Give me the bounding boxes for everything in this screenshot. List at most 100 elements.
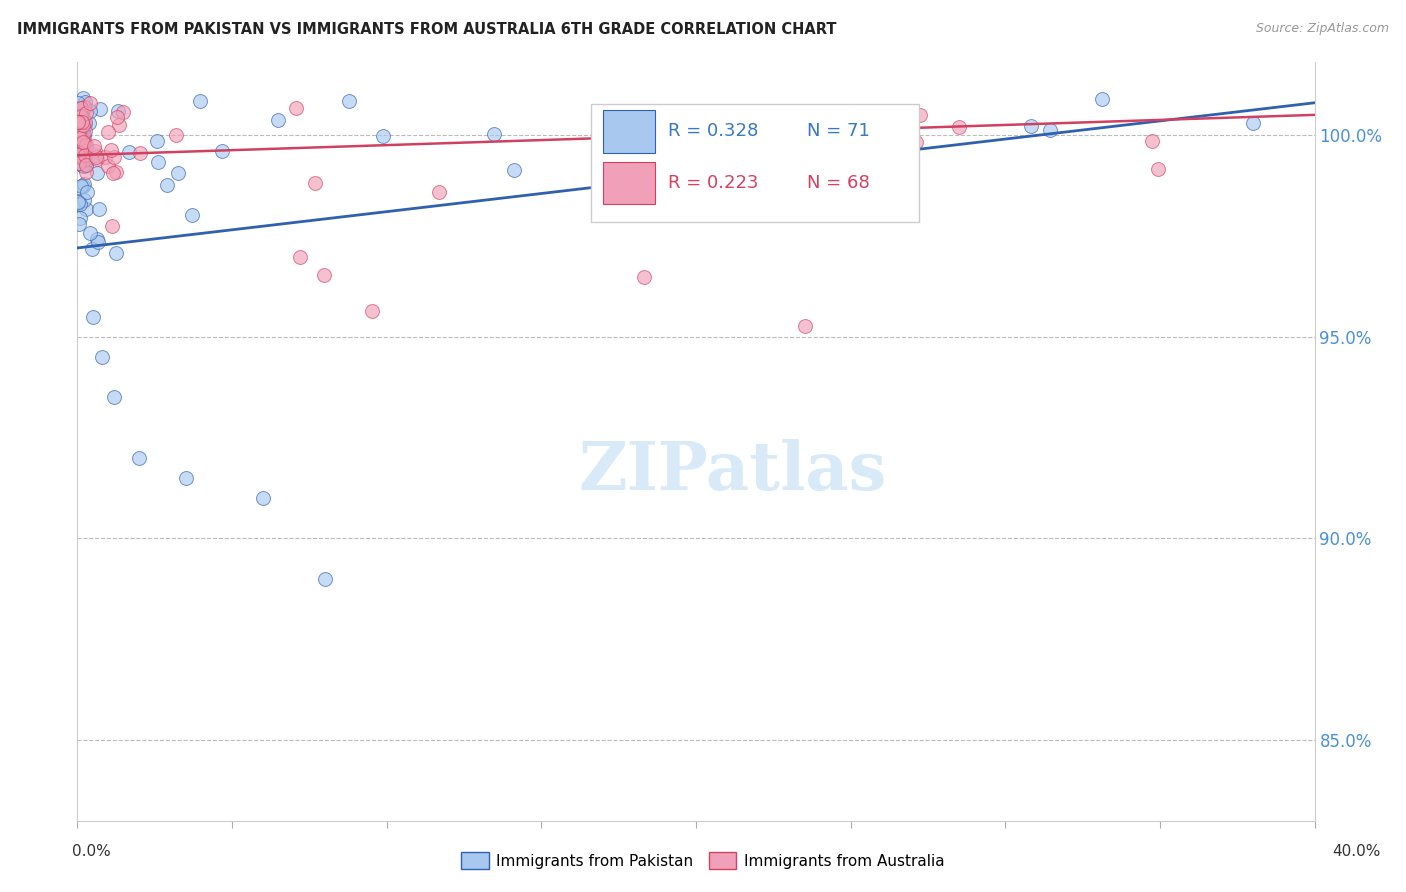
- Point: [165, 128, 187, 142]
- Point: [267, 113, 290, 128]
- Point: [94, 151, 117, 165]
- Text: Source: ZipAtlas.com: Source: ZipAtlas.com: [1256, 22, 1389, 36]
- Point: [83, 144, 105, 158]
- Point: [75, 137, 97, 152]
- Point: [67, 147, 90, 161]
- Point: [156, 178, 179, 192]
- Point: [66, 114, 89, 128]
- Point: [86, 232, 108, 246]
- Point: [80, 242, 103, 256]
- Point: [72, 120, 94, 135]
- Point: [69, 146, 91, 161]
- Point: [73, 193, 96, 207]
- Point: [69, 150, 91, 164]
- Point: [67, 115, 90, 129]
- Point: [69, 137, 91, 152]
- Point: [75, 148, 97, 162]
- Point: [82, 310, 104, 324]
- Text: N = 68: N = 68: [807, 174, 870, 192]
- Point: [70, 151, 93, 165]
- Point: [1241, 116, 1264, 130]
- Point: [67, 132, 90, 146]
- Text: ZIPatlas: ZIPatlas: [579, 440, 887, 504]
- Point: [97, 159, 120, 173]
- Point: [103, 166, 125, 180]
- Text: R = 0.223: R = 0.223: [668, 174, 758, 192]
- Point: [72, 118, 94, 132]
- Point: [73, 100, 96, 114]
- Point: [129, 145, 152, 160]
- Point: [73, 133, 96, 147]
- FancyBboxPatch shape: [603, 161, 655, 204]
- Point: [73, 137, 96, 152]
- Point: [73, 123, 96, 137]
- Point: [1140, 134, 1163, 148]
- Point: [107, 118, 129, 132]
- Point: [633, 270, 655, 285]
- Point: [103, 150, 125, 164]
- Point: [427, 185, 450, 199]
- Point: [103, 390, 125, 404]
- Point: [76, 185, 98, 199]
- Point: [337, 94, 360, 108]
- Point: [73, 119, 96, 133]
- Point: [75, 158, 97, 172]
- Point: [100, 144, 122, 158]
- Point: [361, 304, 384, 318]
- Point: [69, 117, 91, 131]
- Text: 40.0%: 40.0%: [1333, 845, 1381, 859]
- Point: [314, 572, 336, 586]
- Point: [1147, 162, 1170, 177]
- Point: [84, 148, 107, 162]
- Point: [75, 202, 97, 217]
- Point: [70, 178, 93, 193]
- Point: [69, 197, 91, 211]
- Point: [66, 122, 89, 136]
- Point: [211, 144, 233, 158]
- Point: [304, 176, 326, 190]
- Point: [75, 158, 97, 172]
- Point: [69, 131, 91, 145]
- Point: [70, 109, 93, 123]
- Point: [484, 127, 506, 141]
- Point: [67, 218, 90, 232]
- Point: [72, 137, 94, 152]
- Point: [793, 318, 815, 333]
- Point: [1091, 92, 1114, 106]
- Point: [66, 148, 89, 162]
- Point: [1019, 119, 1042, 133]
- Point: [69, 211, 91, 226]
- Point: [908, 108, 931, 122]
- Point: [67, 116, 90, 130]
- Point: [830, 208, 852, 222]
- Point: [146, 155, 169, 169]
- Point: [75, 153, 97, 168]
- Point: [373, 128, 395, 143]
- Point: [73, 177, 96, 191]
- Point: [288, 250, 311, 264]
- Point: [75, 106, 97, 120]
- FancyBboxPatch shape: [603, 111, 655, 153]
- Point: [97, 124, 120, 138]
- Point: [105, 245, 128, 260]
- Point: [72, 159, 94, 173]
- Point: [67, 130, 90, 145]
- Point: [502, 162, 524, 177]
- Point: [75, 165, 97, 179]
- Point: [73, 128, 96, 142]
- FancyBboxPatch shape: [591, 104, 918, 222]
- Point: [79, 226, 101, 240]
- Point: [75, 115, 97, 129]
- Point: [89, 202, 111, 216]
- Point: [70, 159, 93, 173]
- Point: [67, 156, 90, 170]
- Point: [72, 103, 94, 118]
- Point: [73, 153, 96, 167]
- Point: [72, 111, 94, 125]
- Text: N = 71: N = 71: [807, 121, 870, 140]
- Point: [285, 101, 308, 115]
- Point: [66, 194, 89, 209]
- Point: [79, 96, 101, 111]
- Point: [72, 135, 94, 149]
- Point: [73, 100, 96, 114]
